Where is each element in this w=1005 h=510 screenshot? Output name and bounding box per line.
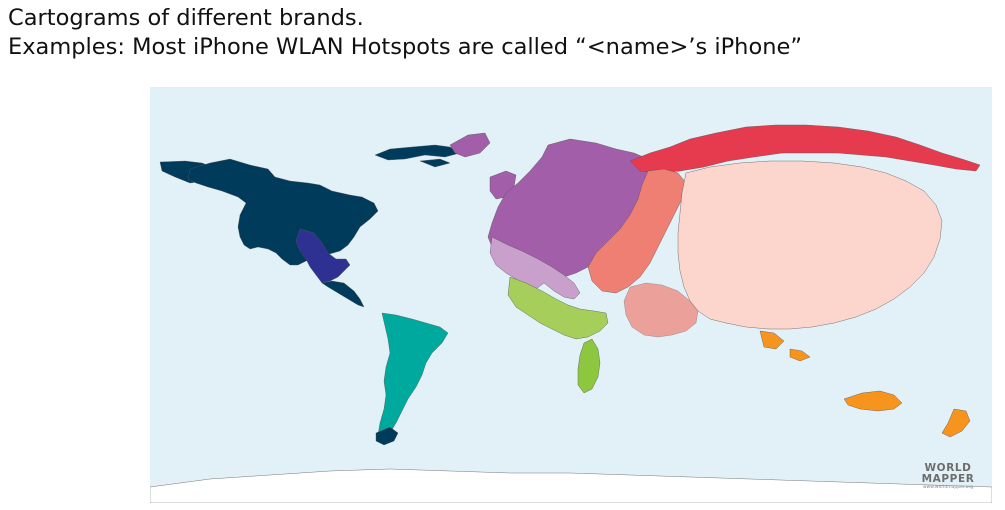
russia — [629, 124, 981, 174]
new-zealand — [941, 408, 971, 438]
greenland — [449, 132, 491, 158]
southeast-asia — [759, 330, 811, 362]
logo-line-3: www.worldmapper.org — [922, 485, 974, 490]
central-america-tail — [321, 280, 365, 308]
europe-south — [489, 236, 581, 300]
africa-north — [507, 276, 609, 340]
logo-line-2: MAPPER — [921, 473, 975, 485]
cartogram-map: WORLD MAPPER www.worldmapper.org — [150, 87, 992, 503]
cartogram-svg — [150, 87, 992, 503]
south-america — [377, 312, 449, 440]
australia — [843, 390, 903, 412]
caption: Cartograms of different brands. Examples… — [8, 4, 802, 62]
africa-south — [577, 338, 601, 394]
worldmapper-logo: WORLD MAPPER www.worldmapper.org — [918, 463, 978, 491]
south-asia — [623, 282, 699, 338]
patagonia — [375, 426, 399, 446]
caption-line-2: Examples: Most iPhone WLAN Hotspots are … — [8, 34, 802, 60]
central-america — [295, 228, 351, 284]
logo-line-1: WORLD — [924, 462, 972, 474]
arctic-islands — [374, 144, 461, 168]
antarctica — [150, 468, 992, 503]
asia — [677, 160, 943, 330]
caption-line-1: Cartograms of different brands. — [8, 5, 364, 31]
